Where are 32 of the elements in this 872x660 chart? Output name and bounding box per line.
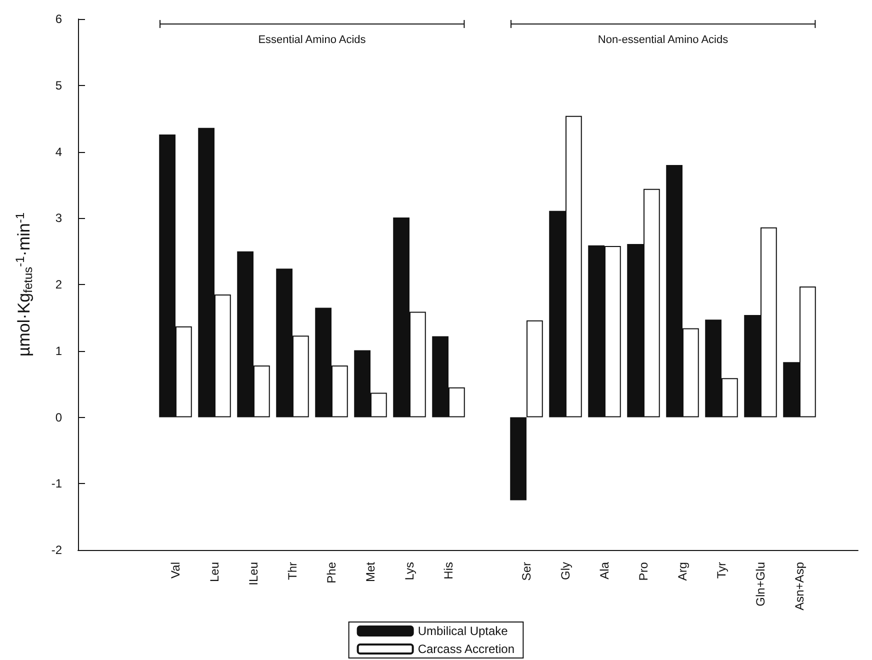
x-tick-label: Arg — [676, 562, 690, 581]
annotation: Non-essential Amino Acids — [598, 34, 728, 46]
y-tick-label: 2 — [55, 278, 62, 292]
y-tick-label: 4 — [55, 144, 62, 159]
x-tick-label: Pro — [636, 562, 650, 581]
x-tick-label: Tyr — [714, 562, 728, 579]
annotation: Essential Amino Acids — [258, 34, 366, 46]
y-tick-label: 3 — [55, 211, 62, 226]
y-axis-title: µmol·Kgfetus-1·min-1 — [13, 212, 35, 357]
x-tick-label: Val — [168, 562, 182, 578]
x-tick-label: Ala — [598, 562, 612, 580]
x-tick-label: Met — [364, 561, 378, 582]
x-tick-label: Gly — [558, 562, 572, 580]
x-tick-label: Thr — [286, 562, 300, 580]
bar — [510, 417, 526, 500]
x-tick-label: ILeu — [246, 562, 260, 586]
x-tick-label: Gln+Glu — [754, 562, 768, 606]
x-tick-label: Asn+Asp — [792, 562, 806, 610]
legend-label: Carcass Accretion — [418, 642, 515, 656]
x-tick-label: Leu — [208, 562, 222, 582]
x-tick-label: His — [442, 562, 456, 580]
x-tick-label: Phe — [324, 562, 338, 584]
y-tick-label: 1 — [55, 344, 62, 358]
x-tick-label: Ser — [520, 562, 534, 581]
x-tick-label: Lys — [402, 562, 416, 580]
y-tick-label: 6 — [55, 12, 62, 26]
y-tick-label: -2 — [51, 543, 62, 557]
y-tick-label: -1 — [51, 476, 62, 491]
y-tick-label: 0 — [55, 410, 62, 424]
y-tick-label: 5 — [55, 78, 62, 92]
bar — [526, 320, 543, 418]
legend-label: Umbilical Uptake — [418, 624, 508, 638]
